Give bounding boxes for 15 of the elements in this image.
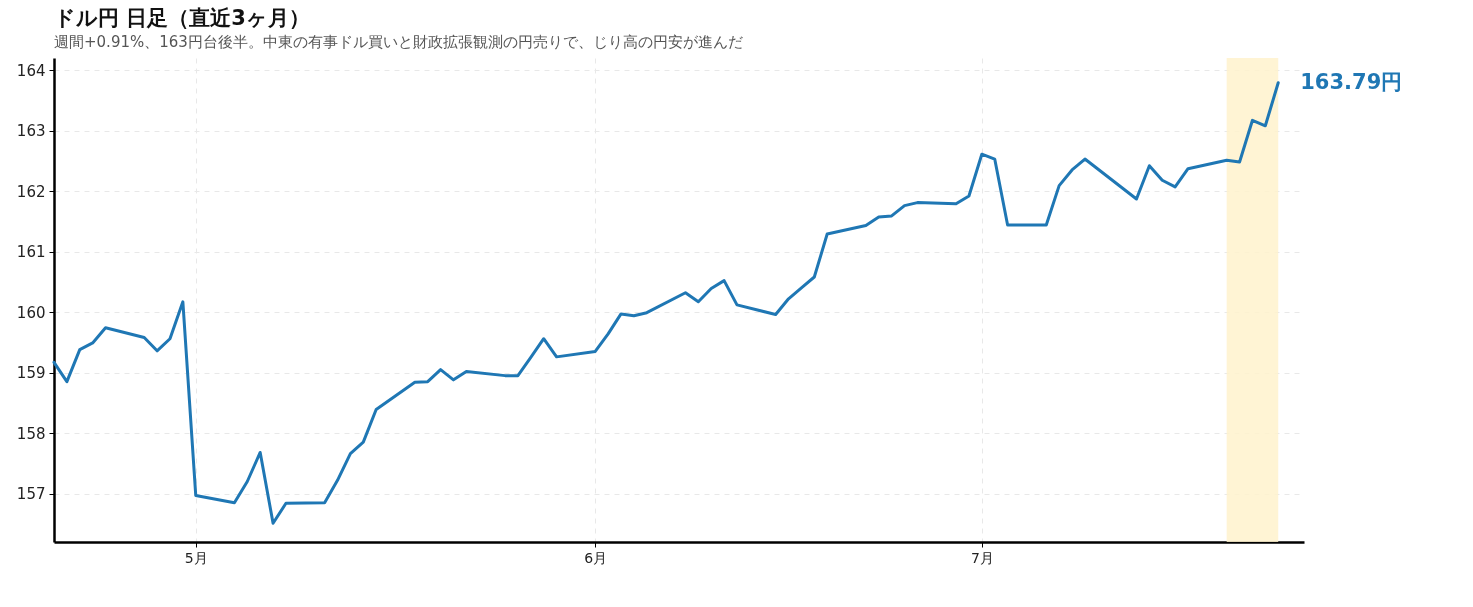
annotation: 163.79円 (1300, 69, 1403, 94)
y-tick-label: 161 (16, 243, 46, 262)
chart-title: ドル円 日足（直近3ヶ月） (54, 6, 310, 30)
y-tick-label: 157 (16, 485, 46, 504)
y-tick-label: 163 (16, 122, 46, 141)
y-tick-label: 160 (16, 303, 46, 322)
x-tick-label: 7月 (970, 549, 994, 566)
y-tick-label: 164 (16, 61, 46, 80)
x-tick-label: 6月 (584, 549, 608, 566)
x-tick-label: 5月 (184, 549, 208, 566)
y-tick-label: 162 (16, 182, 46, 201)
line-series (52, 81, 1280, 525)
y-tick-label: 159 (16, 364, 46, 383)
y-tick-label: 158 (16, 424, 46, 443)
chart-subtitle: 週間+0.91%、163円台後半。中東の有事ドル買いと財政拡張観測の円売りで、じり高の円安が進んだ (54, 33, 743, 51)
